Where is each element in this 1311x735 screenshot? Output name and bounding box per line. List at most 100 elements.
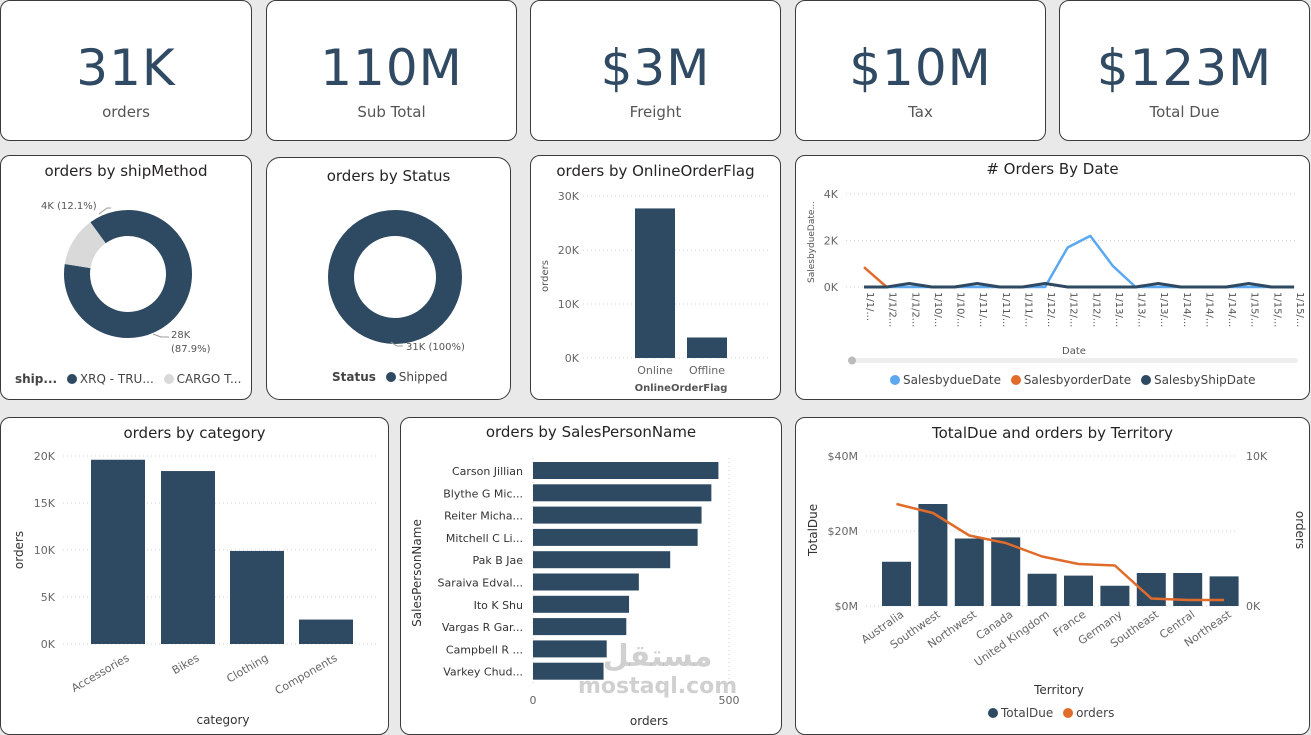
chart-card-shipmethod[interactable]: orders by shipMethod 28K (87.9%) 4K (12.1%…: [0, 155, 252, 400]
x-tick-label: 1/13/...: [1113, 292, 1124, 327]
donut-slice-1: [328, 210, 462, 344]
x-tick-label: 1/10/...: [932, 292, 943, 327]
y-tick-label: 30K: [558, 190, 580, 203]
slice-label: 4K (12.1%): [41, 201, 97, 212]
x-tick-label: 1/14/...: [1203, 292, 1214, 327]
y-tick-label: 4K: [824, 188, 839, 201]
bar-canada: [991, 537, 1021, 606]
orders-by-date-line-chart[interactable]: 4K 2K 0K 1/1/... 1/1/2... 1/1/2... 1/10/... 1/1…: [796, 156, 1309, 399]
y-tick-label: 15K: [34, 497, 56, 510]
kpi-value: $123M: [1096, 39, 1273, 97]
y-tick-label: 20K: [34, 450, 56, 463]
scrollbar-thumb: [848, 356, 856, 365]
x-tick-label: Online: [637, 364, 673, 377]
y-tick-label: Ito K Shu: [474, 599, 523, 612]
kpi-label: orders: [102, 103, 150, 121]
donut-slice-1: [64, 210, 192, 338]
kpi-label: Freight: [629, 103, 682, 121]
kpi-card-subtotal[interactable]: 110M Sub Total: [266, 0, 517, 141]
y2-axis-title: orders: [1293, 511, 1307, 549]
y-tick-label: Blythe G Mic...: [443, 487, 523, 500]
chart-card-territory[interactable]: TotalDue and orders by Territory $40M $20…: [795, 417, 1310, 735]
legend-item[interactable]: CARGO T...: [176, 372, 242, 386]
category-bar-chart[interactable]: 20K 15K 10K 5K 0K Accessories Bikes Clothing Com…: [1, 418, 388, 734]
bar-australia: [882, 561, 911, 606]
x-axis-title: Date: [1062, 346, 1086, 357]
territory-combo-chart[interactable]: $40M$20M$0M10K0KAustraliaSouthwestNorthw…: [796, 418, 1309, 734]
x-tick-label: 1/12/...: [1045, 292, 1056, 327]
y-tick-label: 0K: [565, 352, 580, 365]
x-tick-label: 1/15/...: [1271, 292, 1282, 327]
x-axis-title: OnlineOrderFlag: [635, 383, 728, 394]
slice-label: (87.9%): [171, 344, 211, 355]
chart-card-status[interactable]: orders by Status 31K (100%) Status Shipp…: [266, 157, 511, 400]
chart-card-category[interactable]: orders by category 20K 15K 10K 5K 0K Accessor…: [0, 417, 389, 735]
x-tick-label: 1/15/...: [1249, 292, 1260, 327]
chart-title: orders by category: [123, 424, 266, 442]
shipmethod-donut[interactable]: 28K (87.9%) 4K (12.1%): [1, 156, 251, 399]
x-tick-label: Bikes: [170, 651, 202, 677]
legend-item[interactable]: TotalDue: [1001, 706, 1054, 720]
bar-bikes: [161, 471, 215, 644]
y2-tick-label: 10K: [1246, 450, 1268, 463]
x-tick-label: 1/13/...: [1136, 292, 1147, 327]
y-tick-label: 10K: [34, 544, 56, 557]
legend-title: ship...: [15, 372, 58, 386]
bar-6: [533, 573, 639, 591]
bar-7: [533, 595, 630, 613]
legend-item[interactable]: XRQ - TRU...: [79, 372, 154, 386]
x-tick-label: 1/12/...: [1068, 292, 1079, 327]
watermark-latin: mostaql.com: [578, 674, 738, 699]
x-tick-label: 1/14/...: [1226, 292, 1237, 327]
y-axis-title: SalesbydueDate...: [807, 201, 817, 283]
y-tick-label: Varkey Chud...: [443, 666, 523, 679]
salesperson-bar-chart[interactable]: Carson Jillian Blythe G Mic... Reiter Mich…: [401, 418, 781, 734]
y-axis-title: orders: [12, 531, 26, 569]
kpi-card-orders[interactable]: 31K orders: [0, 0, 252, 141]
y-tick-label: 20K: [558, 244, 580, 257]
status-donut[interactable]: 31K (100%): [267, 158, 510, 399]
legend-item[interactable]: SalesbydueDate: [903, 373, 1001, 387]
legend-dot-navy: [1140, 375, 1151, 385]
x-tick-label: 1/15/...: [1294, 292, 1305, 327]
kpi-value: $3M: [600, 39, 711, 97]
kpi-value: 31K: [76, 39, 176, 97]
bar-clothing: [230, 550, 284, 644]
bar-southwest: [918, 504, 948, 606]
bar-10: [533, 662, 604, 680]
y-axis-title: orders: [540, 260, 551, 292]
bar-accessories: [91, 459, 145, 644]
legend-item[interactable]: orders: [1076, 706, 1115, 720]
line-series-salesbyduedate: [864, 234, 1294, 289]
x-tick-label: 0: [530, 694, 537, 707]
x-tick-label: 1/14/...: [1181, 292, 1192, 327]
chart-card-onlineflag[interactable]: orders by OnlineOrderFlag 30K 20K 10K 0K Onl…: [530, 155, 781, 400]
legend-item[interactable]: SalesbyShipDate: [1153, 373, 1256, 387]
y2-tick-label: 0K: [1246, 600, 1261, 613]
x-tick-label: 1/1/2...: [887, 292, 898, 327]
y-tick-label: 5K: [41, 591, 56, 604]
line-series-orders: [896, 502, 1225, 602]
y-tick-label: 2K: [824, 235, 839, 248]
legend-item[interactable]: Shipped: [398, 370, 448, 384]
chart-card-orders-by-date[interactable]: # Orders By Date 4K 2K 0K 1/1/... 1/1/2... 1/…: [795, 155, 1310, 400]
bar-8: [533, 618, 627, 636]
y-tick-label: Vargas R Gar...: [442, 621, 523, 634]
kpi-card-totaldue[interactable]: $123M Total Due: [1059, 0, 1310, 141]
bar-9: [533, 640, 607, 658]
kpi-card-freight[interactable]: $3M Freight: [530, 0, 781, 141]
bar-online: [635, 208, 675, 358]
kpi-card-tax[interactable]: $10M Tax: [795, 0, 1046, 141]
chart-title: orders by shipMethod: [44, 162, 208, 180]
status-legend: Status Shipped: [332, 370, 448, 384]
leader-line: [390, 341, 403, 347]
chart-title: orders by OnlineOrderFlag: [556, 162, 755, 180]
x-tick-label: Offline: [689, 364, 725, 377]
legend-dot-orange: [1010, 375, 1021, 385]
chart-title: # Orders By Date: [986, 160, 1119, 178]
chart-card-salesperson[interactable]: orders by SalesPersonName Carson Jillian…: [400, 417, 782, 735]
x-tick-label: Components: [273, 651, 340, 697]
legend-dot-grey: [163, 374, 174, 384]
legend-item[interactable]: SalesbyorderDate: [1023, 373, 1132, 387]
